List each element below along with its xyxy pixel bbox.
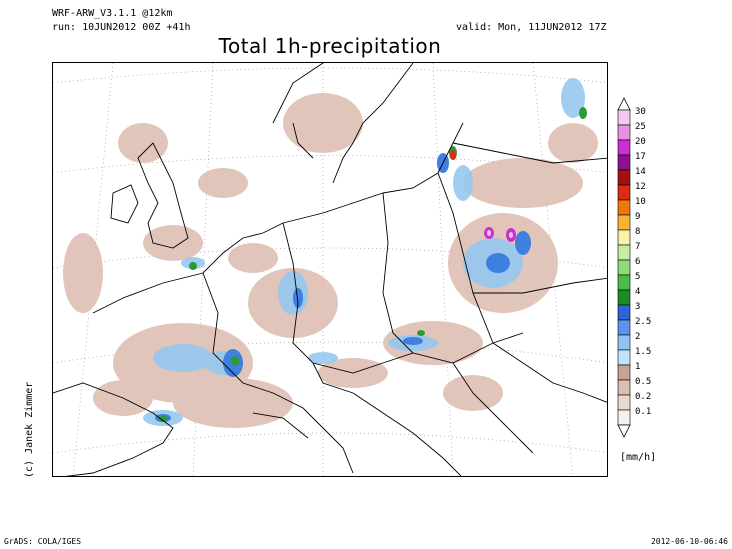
colorbar-tick-label: 30	[635, 107, 646, 117]
colorbar-swatch	[617, 259, 631, 276]
colorbar-swatch	[617, 184, 631, 201]
colorbar-tick-label: 0.5	[635, 377, 651, 387]
colorbar-swatch	[617, 379, 631, 396]
colorbar-swatch	[617, 124, 631, 141]
colorbar-tick-label: 9	[635, 212, 640, 222]
colorbar-tick-label: 17	[635, 152, 646, 162]
colorbar-swatch	[617, 364, 631, 381]
colorbar-tick-label: 20	[635, 137, 646, 147]
colorbar-tick-label: 0.2	[635, 392, 651, 402]
colorbar-tick-label: 1.5	[635, 347, 651, 357]
colorbar-tick-label: 10	[635, 197, 646, 207]
colorbar-tick-label: 14	[635, 167, 646, 177]
run-label: run: 10JUN2012 00Z +41h	[52, 22, 191, 33]
colorbar-tick-label: 8	[635, 227, 640, 237]
colorbar-swatch	[617, 229, 631, 246]
colorbar-tick-label: 6	[635, 257, 640, 267]
colorbar-swatch	[617, 274, 631, 291]
colorbar-tick-label: 1	[635, 362, 640, 372]
colorbar-tick-label: 2.5	[635, 317, 651, 327]
colorbar-swatch	[617, 349, 631, 366]
colorbar-swatch	[617, 214, 631, 231]
colorbar-swatch	[617, 304, 631, 321]
colorbar-swatch	[617, 334, 631, 351]
map-canvas	[53, 63, 607, 476]
colorbar-tick-label: 7	[635, 242, 640, 252]
colorbar-swatch	[617, 199, 631, 216]
footer-software-label: GrADS: COLA/IGES	[4, 537, 82, 546]
colorbar-swatch	[617, 394, 631, 411]
colorbar-tick-label: 2	[635, 332, 640, 342]
colorbar-swatch	[617, 409, 631, 426]
colorbar-tick-label: 5	[635, 272, 640, 282]
intense-cores	[450, 150, 516, 242]
colorbar-swatch	[617, 244, 631, 261]
model-label: WRF-ARW_V3.1.1 @12km	[52, 8, 173, 19]
colorbar-swatch	[617, 319, 631, 336]
colorbar-top-arrow	[617, 97, 631, 111]
colorbar-swatch	[617, 289, 631, 306]
colorbar: 30 25 20 17 14 12 10 9 8 7 6 5 4 3 2.5 2 1.5 1 0.5 0.2 0.1	[617, 97, 651, 438]
footer-timestamp-label: 2012-06-10-06:46	[650, 537, 728, 546]
colorbar-tick-label: 0.1	[635, 407, 651, 417]
valid-time-label: valid: Mon, 11JUN2012 17Z	[456, 22, 607, 33]
map-title: Total 1h-precipitation	[218, 34, 442, 58]
colorbar-swatch	[617, 154, 631, 171]
copyright-label: (c) Janek Zimmer	[24, 381, 35, 478]
colorbar-swatch	[617, 169, 631, 186]
colorbar-tick-label: 25	[635, 122, 646, 132]
colorbar-swatch	[617, 139, 631, 156]
precipitation-map	[52, 62, 608, 477]
coastlines-and-borders	[53, 63, 607, 476]
colorbar-bottom-arrow	[617, 424, 631, 438]
colorbar-tick-label: 12	[635, 182, 646, 192]
colorbar-tick-label: 3	[635, 302, 640, 312]
colorbar-swatch	[617, 109, 631, 126]
colorbar-tick-label: 4	[635, 287, 640, 297]
colorbar-unit-label: [mm/h]	[620, 452, 657, 463]
